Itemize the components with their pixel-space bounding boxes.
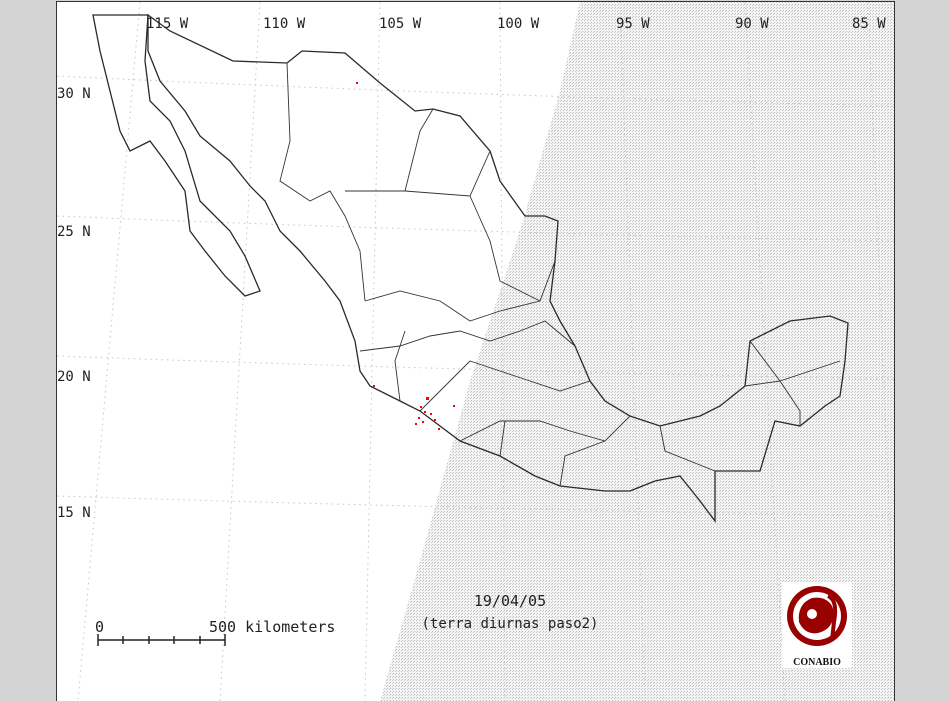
longitude-label: 95 W: [616, 16, 650, 32]
hotspot: [415, 423, 417, 425]
hotspot: [356, 82, 358, 84]
scale-end-label: 500 kilometers: [209, 618, 336, 636]
map-frame: 115 W 110 W 105 W 100 W 95 W 90 W 85 W 3…: [56, 1, 895, 701]
state-boundaries: [279, 62, 841, 487]
conabio-logo: CONABIO: [782, 582, 852, 668]
hotspot: [426, 397, 429, 400]
hotspot: [430, 413, 432, 415]
longitude-label: 105 W: [379, 16, 422, 32]
country-outline: [92, 13, 849, 523]
latitude-label: 25 N: [57, 224, 91, 240]
map-canvas: [57, 2, 894, 701]
graticule: [57, 2, 894, 701]
hotspot: [434, 419, 436, 421]
scale-bar: [97, 634, 226, 646]
longitude-label: 90 W: [735, 16, 769, 32]
longitude-label: 100 W: [497, 16, 540, 32]
hotspot: [424, 411, 426, 413]
scale-start-label: 0: [95, 618, 105, 636]
hotspot: [420, 406, 422, 408]
latitude-label: 15 N: [57, 505, 91, 521]
latitude-label: 20 N: [57, 369, 91, 385]
hotspot: [438, 428, 440, 430]
longitude-label: 85 W: [852, 16, 886, 32]
conabio-emblem-icon: [787, 586, 847, 646]
hotspot: [418, 417, 420, 419]
longitude-label: 115 W: [146, 16, 189, 32]
baja-california: [92, 14, 261, 297]
mainland-mexico: [147, 13, 849, 523]
hotspot: [453, 405, 455, 407]
map-date: 19/04/05: [473, 592, 547, 610]
longitude-label: 110 W: [263, 16, 306, 32]
hotspot: [422, 421, 424, 423]
fire-hotspots: [356, 82, 455, 430]
satellite-coverage-gap: [380, 2, 894, 701]
logo-text: CONABIO: [793, 657, 841, 668]
latitude-label: 30 N: [57, 86, 91, 102]
map-caption: (terra diurnas paso2): [421, 616, 599, 632]
hotspot: [373, 385, 375, 387]
